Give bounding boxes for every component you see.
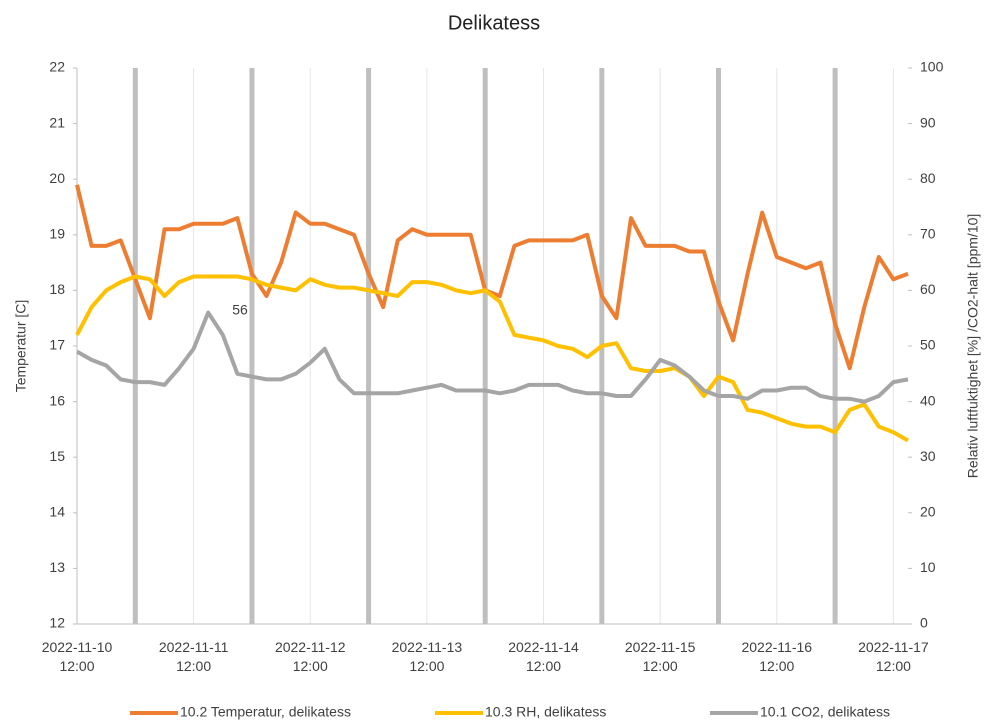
x-tick-label: 2022-11-12 12:00 (274, 639, 346, 674)
legend-label: 10.2 Temperatur, delikatess (180, 704, 351, 720)
y2-axis-title: Relativ luftfuktighet [%] /CO2-halt [ppm… (965, 214, 981, 479)
y2-tick-label: 90 (920, 114, 936, 130)
x-tick-label: 2022-11-15 12:00 (624, 639, 696, 674)
x-tick-label: 2022-11-14 12:00 (508, 639, 579, 674)
x-tick-label: 2022-11-11 12:00 (158, 639, 229, 674)
x-tick-label: 2022-11-10 12:00 (41, 639, 113, 674)
chart-title: Delikatess (448, 12, 540, 34)
series-line (76, 310, 909, 404)
series-line (75, 184, 909, 371)
x-tick-label: 2022-11-13 12:00 (391, 639, 463, 674)
y2-tick-label: 40 (920, 392, 936, 408)
y-tick-label: 15 (49, 448, 65, 464)
y2-tick-label: 60 (920, 281, 936, 297)
x-tick-label: 2022-11-17 12:00 (858, 639, 929, 674)
y2-tick-label: 20 (920, 504, 936, 520)
y2-tick-label: 70 (920, 226, 936, 242)
y-tick-label: 18 (49, 281, 65, 297)
y-tick-label: 12 (49, 615, 65, 631)
y-tick-label: 20 (49, 170, 65, 186)
x-tick-label: 2022-11-16 12:00 (741, 639, 813, 674)
y2-tick-label: 10 (920, 559, 936, 575)
y-tick-label: 13 (49, 559, 65, 575)
y2-tick-label: 30 (920, 448, 936, 464)
y2-tick-label: 100 (920, 59, 944, 75)
y-tick-label: 14 (49, 504, 65, 520)
y-tick-label: 21 (49, 114, 65, 130)
y2-tick-label: 0 (920, 615, 928, 631)
y-axis-title: Temperatur [C] (13, 300, 29, 393)
data-label: 56 (232, 301, 248, 317)
y-tick-label: 22 (49, 59, 65, 75)
y-tick-label: 16 (49, 392, 65, 408)
y2-tick-label: 80 (920, 170, 936, 186)
legend-label: 10.1 CO2, delikatess (760, 704, 890, 720)
y-tick-label: 19 (49, 226, 65, 242)
legend-label: 10.3 RH, delikatess (485, 704, 606, 720)
series-line (75, 274, 909, 443)
y2-tick-label: 50 (920, 337, 936, 353)
y-tick-label: 17 (49, 337, 65, 353)
